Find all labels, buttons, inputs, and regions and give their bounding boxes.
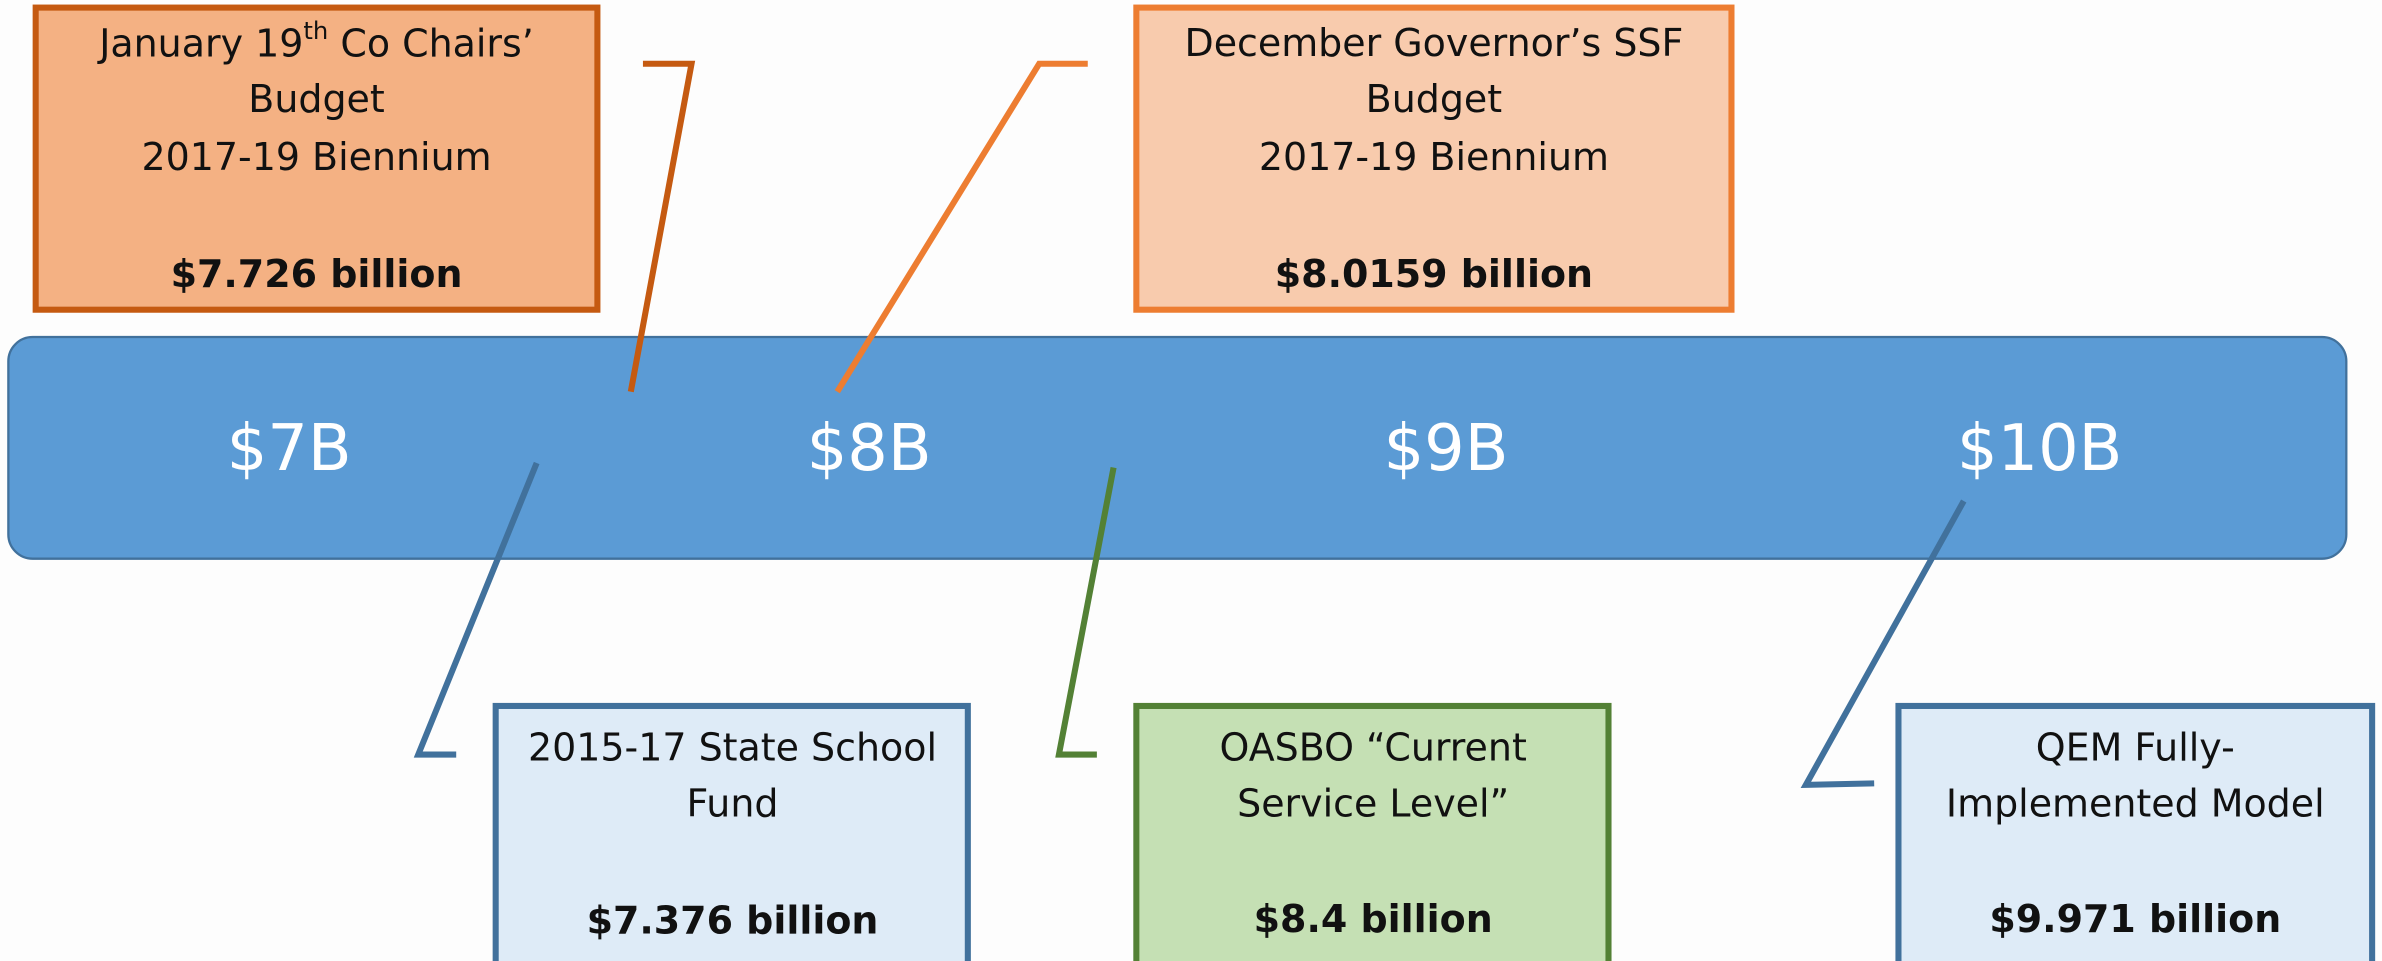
connector [1055,467,1117,758]
box-line: Budget [1366,77,1502,121]
box-line: Budget [248,77,384,121]
scale-label: $9B [1384,412,1509,486]
box: January 19th Co Chairs’ Budget 2017-19 B… [32,4,601,313]
box-line: Fund [687,782,779,826]
connector [413,461,540,758]
box-line: December Governor’s SSF [1184,21,1683,65]
box-line: OASBO “Current [1220,725,1527,769]
connector [1800,499,1967,789]
scale-label: $8B [807,412,932,486]
box-line: 2015-17 State School [528,725,937,769]
box: QEM Fully- Implemented Model $9.971 bill… [1895,702,2376,961]
box: OASBO “Current Service Level” $8.4 billi… [1133,702,1612,961]
box-line: Implemented Model [1946,782,2325,826]
box-line: Service Level” [1237,782,1509,826]
box-amount: $7.376 billion [587,899,879,943]
box: December Governor’s SSF Budget 2017-19 B… [1133,4,1735,313]
box-line: QEM Fully- [2036,725,2235,769]
connector [627,60,696,393]
box-amount: $9.971 billion [1989,897,2281,941]
scale-label: $7B [227,412,352,486]
box: 2015-17 State School Fund $7.376 billion [492,702,971,961]
box-amount: $8.4 billion [1254,897,1493,941]
box-line: 2017-19 Biennium [141,135,491,179]
scale-bar [7,335,2348,560]
scale-label: $10B [1957,412,2122,486]
box-line: 2017-19 Biennium [1259,135,1609,179]
box-amount: $7.726 billion [171,252,463,296]
box-amount: $8.0159 billion [1275,252,1593,296]
box-line: January 19th Co Chairs’ [97,16,534,65]
connector [834,60,1088,394]
